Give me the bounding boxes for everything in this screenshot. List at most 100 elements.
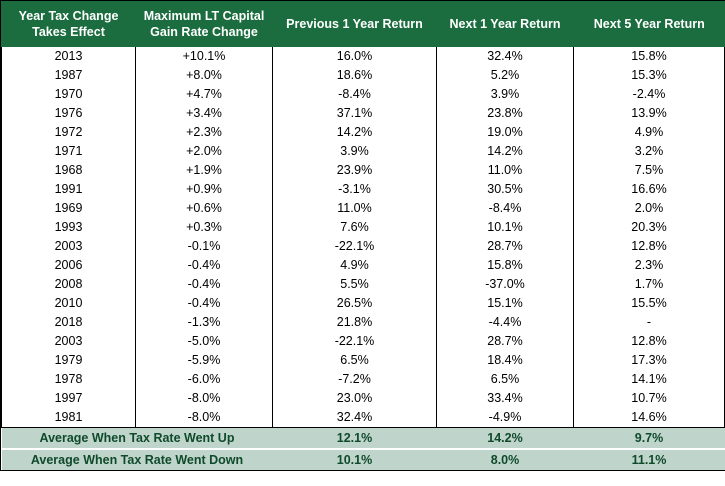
- cell-previous-1y: 3.9%: [272, 142, 437, 161]
- cell-next-5y: 2.3%: [573, 256, 725, 275]
- cell-previous-1y: 23.0%: [272, 389, 437, 408]
- cell-year: 1981: [1, 408, 136, 428]
- cell-next-5y: 4.9%: [573, 123, 725, 142]
- cell-next-1y: 28.7%: [436, 332, 574, 351]
- table-row: 1997 -8.0% 23.0% 33.4% 10.7%: [1, 389, 725, 408]
- cell-previous-1y: 6.5%: [272, 351, 437, 370]
- cell-year: 2003: [1, 332, 136, 351]
- table-row: 2010 -0.4% 26.5% 15.1% 15.5%: [1, 294, 725, 313]
- cell-next-1y: -4.9%: [436, 408, 574, 428]
- cell-next-5y: 3.2%: [573, 142, 725, 161]
- cell-next-5y: 12.8%: [573, 237, 725, 256]
- table-row: 1972 +2.3% 14.2% 19.0% 4.9%: [1, 123, 725, 142]
- cell-next-5y: 16.6%: [573, 180, 725, 199]
- cell-rate-change: -1.3%: [135, 313, 273, 332]
- tax-change-returns-table: Year Tax Change Takes Effect Maximum LT …: [1, 1, 725, 470]
- cell-next-1y: 28.7%: [436, 237, 574, 256]
- cell-next-5y: 15.8%: [573, 47, 725, 66]
- cell-next-1y: 5.2%: [436, 66, 574, 85]
- table-body: 2013 +10.1% 16.0% 32.4% 15.8% 1987 +8.0% 18.6% 5…: [1, 47, 725, 428]
- cell-rate-change: +2.3%: [135, 123, 273, 142]
- cell-next-5y: 14.1%: [573, 370, 725, 389]
- cell-rate-change: +0.3%: [135, 218, 273, 237]
- table-row: 1971 +2.0% 3.9% 14.2% 3.2%: [1, 142, 725, 161]
- cell-next-5y: 7.5%: [573, 161, 725, 180]
- summary-up-next-1y: 14.2%: [436, 427, 574, 449]
- cell-rate-change: -0.4%: [135, 256, 273, 275]
- table-row: 1991 +0.9% -3.1% 30.5% 16.6%: [1, 180, 725, 199]
- cell-previous-1y: 18.6%: [272, 66, 437, 85]
- cell-year: 1993: [1, 218, 136, 237]
- cell-previous-1y: 37.1%: [272, 104, 437, 123]
- summary-row-down: Average When Tax Rate Went Down 10.1% 8.…: [1, 448, 725, 470]
- table-row: 1981 -8.0% 32.4% -4.9% 14.6%: [1, 408, 725, 428]
- cell-next-5y: 17.3%: [573, 351, 725, 370]
- header-year: Year Tax Change Takes Effect: [1, 1, 136, 47]
- cell-previous-1y: 7.6%: [272, 218, 437, 237]
- cell-year: 1987: [1, 66, 136, 85]
- cell-rate-change: +3.4%: [135, 104, 273, 123]
- summary-row-up: Average When Tax Rate Went Up 12.1% 14.2…: [1, 427, 725, 449]
- cell-next-5y: 14.6%: [573, 408, 725, 428]
- cell-next-5y: 15.5%: [573, 294, 725, 313]
- header-next-5y: Next 5 Year Return: [573, 1, 725, 47]
- table-row: 1976 +3.4% 37.1% 23.8% 13.9%: [1, 104, 725, 123]
- cell-next-1y: 18.4%: [436, 351, 574, 370]
- cell-next-5y: -: [573, 313, 725, 332]
- cell-previous-1y: 21.8%: [272, 313, 437, 332]
- cell-year: 1968: [1, 161, 136, 180]
- cell-year: 2003: [1, 237, 136, 256]
- cell-previous-1y: -7.2%: [272, 370, 437, 389]
- table-row: 1970 +4.7% -8.4% 3.9% -2.4%: [1, 85, 725, 104]
- cell-previous-1y: -8.4%: [272, 85, 437, 104]
- cell-rate-change: +2.0%: [135, 142, 273, 161]
- cell-year: 2018: [1, 313, 136, 332]
- table-row: 1979 -5.9% 6.5% 18.4% 17.3%: [1, 351, 725, 370]
- cell-previous-1y: 23.9%: [272, 161, 437, 180]
- cell-next-5y: 2.0%: [573, 199, 725, 218]
- cell-previous-1y: 5.5%: [272, 275, 437, 294]
- cell-year: 2008: [1, 275, 136, 294]
- cell-previous-1y: 26.5%: [272, 294, 437, 313]
- summary-down-next-1y: 8.0%: [436, 448, 574, 470]
- cell-previous-1y: 14.2%: [272, 123, 437, 142]
- table-row: 2018 -1.3% 21.8% -4.4% -: [1, 313, 725, 332]
- cell-next-1y: 23.8%: [436, 104, 574, 123]
- cell-rate-change: -0.1%: [135, 237, 273, 256]
- cell-rate-change: -5.9%: [135, 351, 273, 370]
- cell-next-1y: -8.4%: [436, 199, 574, 218]
- table-row: 2008 -0.4% 5.5% -37.0% 1.7%: [1, 275, 725, 294]
- header-rate-change: Maximum LT Capital Gain Rate Change: [135, 1, 273, 47]
- cell-next-5y: 12.8%: [573, 332, 725, 351]
- table-row: 1968 +1.9% 23.9% 11.0% 7.5%: [1, 161, 725, 180]
- cell-next-1y: 32.4%: [436, 47, 574, 66]
- cell-year: 2013: [1, 47, 136, 66]
- cell-previous-1y: 11.0%: [272, 199, 437, 218]
- cell-year: 1971: [1, 142, 136, 161]
- cell-rate-change: -5.0%: [135, 332, 273, 351]
- cell-year: 1978: [1, 370, 136, 389]
- cell-rate-change: -8.0%: [135, 408, 273, 428]
- cell-previous-1y: -22.1%: [272, 332, 437, 351]
- cell-previous-1y: 16.0%: [272, 47, 437, 66]
- cell-previous-1y: -22.1%: [272, 237, 437, 256]
- table-row: 2013 +10.1% 16.0% 32.4% 15.8%: [1, 47, 725, 66]
- cell-previous-1y: 4.9%: [272, 256, 437, 275]
- cell-next-5y: -2.4%: [573, 85, 725, 104]
- cell-year: 1970: [1, 85, 136, 104]
- cell-next-5y: 1.7%: [573, 275, 725, 294]
- cell-rate-change: +0.6%: [135, 199, 273, 218]
- cell-rate-change: +4.7%: [135, 85, 273, 104]
- summary-down-next-5y: 11.1%: [573, 448, 725, 470]
- cell-previous-1y: 32.4%: [272, 408, 437, 428]
- tax-change-table-frame: Year Tax Change Takes Effect Maximum LT …: [0, 0, 725, 471]
- cell-next-5y: 20.3%: [573, 218, 725, 237]
- table-row: 1969 +0.6% 11.0% -8.4% 2.0%: [1, 199, 725, 218]
- cell-year: 1991: [1, 180, 136, 199]
- cell-year: 2006: [1, 256, 136, 275]
- cell-next-5y: 13.9%: [573, 104, 725, 123]
- cell-next-1y: 15.8%: [436, 256, 574, 275]
- table-row: 2006 -0.4% 4.9% 15.8% 2.3%: [1, 256, 725, 275]
- cell-next-1y: 15.1%: [436, 294, 574, 313]
- cell-year: 1976: [1, 104, 136, 123]
